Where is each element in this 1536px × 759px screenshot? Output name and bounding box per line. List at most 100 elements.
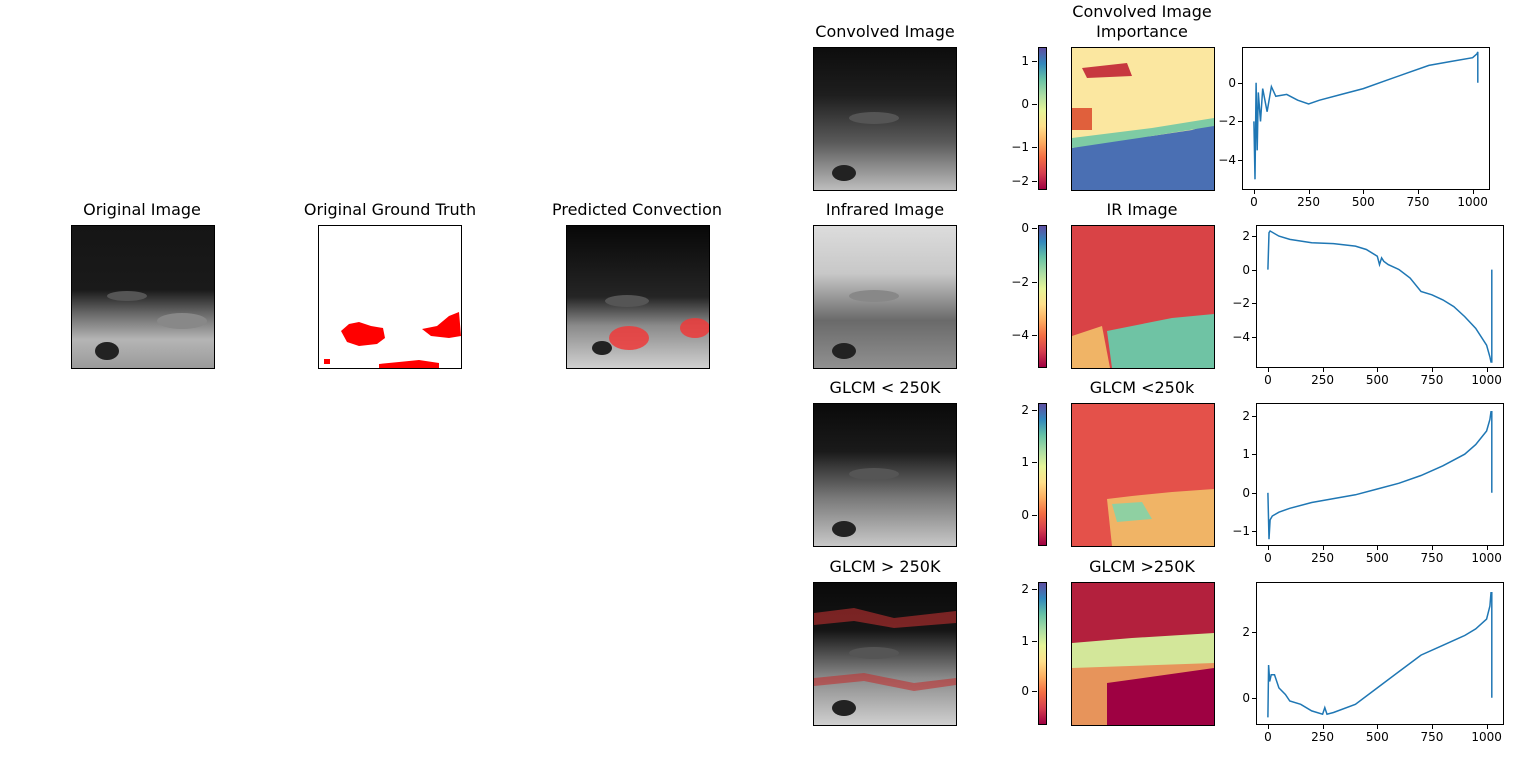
x-tick-label: 1000 — [1457, 195, 1488, 209]
x-tick-mark — [1486, 725, 1488, 729]
row-image — [814, 48, 956, 190]
line-plot — [1242, 47, 1490, 190]
row-image-title: Convolved Image — [815, 22, 955, 41]
colorbar-tick-mark — [1032, 589, 1037, 591]
colorbar-tick-label: 0 — [1021, 220, 1029, 235]
colorbar-tick-label: 1 — [1021, 54, 1029, 69]
row-image — [814, 583, 956, 725]
x-tick-label: 250 — [1311, 373, 1335, 387]
y-tick-mark — [1252, 632, 1256, 634]
row-image-panel — [813, 582, 957, 726]
x-tick-label: 500 — [1365, 373, 1389, 387]
colorbar-tick-mark — [1032, 282, 1037, 284]
x-tick-mark — [1267, 725, 1269, 729]
y-tick-mark — [1252, 492, 1256, 494]
x-tick-label: 500 — [1365, 730, 1389, 744]
line-plot-svg — [1267, 410, 1493, 540]
y-tick-mark — [1252, 415, 1256, 417]
y-tick-label: −1 — [1232, 524, 1250, 539]
colorbar-tick-label: −4 — [1011, 328, 1029, 343]
x-tick-label: 0 — [1264, 373, 1272, 387]
y-tick-mark — [1238, 121, 1242, 123]
row-importance-panel — [1071, 403, 1215, 547]
x-tick-mark — [1322, 368, 1324, 372]
y-tick-label: −2 — [1232, 296, 1250, 311]
x-tick-mark — [1267, 546, 1269, 550]
x-tick-mark — [1253, 190, 1255, 194]
colorbar-tick-label: 1 — [1021, 454, 1029, 469]
x-tick-label: 1000 — [1471, 730, 1502, 744]
row-importance-panel — [1071, 225, 1215, 369]
colorbar-tick-mark — [1032, 104, 1037, 106]
row-image-title: Infrared Image — [825, 200, 945, 219]
colorbar-tick-label: −2 — [1011, 275, 1029, 290]
row-importance-title: GLCM <250k — [1089, 378, 1195, 397]
row-importance-title: Convolved Image Importance — [1072, 2, 1212, 41]
ground-truth-title: Original Ground Truth — [303, 200, 477, 219]
y-tick-mark — [1252, 236, 1256, 238]
x-tick-mark — [1267, 368, 1269, 372]
y-tick-label: 0 — [1242, 262, 1250, 277]
y-tick-label: 2 — [1242, 229, 1250, 244]
x-tick-mark — [1486, 546, 1488, 550]
original-image-title: Original Image — [83, 200, 201, 219]
x-tick-mark — [1363, 190, 1365, 194]
line-plot — [1256, 403, 1504, 546]
original-image — [72, 226, 214, 368]
colorbar — [1038, 403, 1047, 546]
x-tick-label: 0 — [1264, 551, 1272, 565]
x-tick-label: 250 — [1311, 551, 1335, 565]
x-tick-mark — [1377, 368, 1379, 372]
y-tick-label: 2 — [1242, 625, 1250, 640]
x-tick-label: 0 — [1264, 730, 1272, 744]
colorbar-tick-mark — [1032, 147, 1037, 149]
row-importance-title: GLCM >250K — [1089, 557, 1195, 576]
row-image-title: GLCM > 250K — [829, 557, 941, 576]
y-tick-label: 0 — [1228, 75, 1236, 90]
y-tick-mark — [1252, 531, 1256, 533]
series-line — [1267, 592, 1493, 718]
y-tick-mark — [1252, 336, 1256, 338]
ground-truth-panel — [318, 225, 462, 369]
colorbar-tick-label: 0 — [1021, 507, 1029, 522]
colorbar-tick-label: −1 — [1011, 140, 1029, 155]
x-tick-mark — [1377, 546, 1379, 550]
series-line — [1267, 229, 1493, 363]
colorbar-tick-mark — [1032, 640, 1037, 642]
ground-truth-mask — [319, 226, 461, 368]
line-plot — [1256, 582, 1504, 725]
colorbar-tick-label: 2 — [1021, 582, 1029, 597]
x-tick-label: 500 — [1351, 195, 1375, 209]
y-tick-mark — [1252, 454, 1256, 456]
line-plot — [1256, 225, 1504, 368]
y-tick-mark — [1238, 82, 1242, 84]
y-tick-label: 0 — [1242, 690, 1250, 705]
x-tick-mark — [1417, 190, 1419, 194]
row-importance-map — [1072, 404, 1214, 546]
x-tick-mark — [1472, 190, 1474, 194]
colorbar-tick-mark — [1032, 514, 1037, 516]
colorbar-tick-mark — [1032, 690, 1037, 692]
original-image-panel — [71, 225, 215, 369]
y-tick-mark — [1252, 697, 1256, 699]
y-tick-label: 1 — [1242, 447, 1250, 462]
row-image-panel — [813, 403, 957, 547]
y-tick-label: 0 — [1242, 485, 1250, 500]
colorbar-tick-label: 0 — [1021, 97, 1029, 112]
x-tick-mark — [1322, 546, 1324, 550]
row-image-panel — [813, 47, 957, 191]
predicted-convection-panel — [566, 225, 710, 369]
y-tick-label: −4 — [1218, 153, 1236, 168]
x-tick-label: 250 — [1297, 195, 1321, 209]
line-plot-svg — [1267, 592, 1493, 718]
x-tick-mark — [1431, 368, 1433, 372]
y-tick-mark — [1252, 303, 1256, 305]
y-tick-mark — [1252, 269, 1256, 271]
x-tick-mark — [1486, 368, 1488, 372]
colorbar — [1038, 47, 1047, 190]
x-tick-label: 750 — [1420, 551, 1444, 565]
colorbar-tick-mark — [1032, 461, 1037, 463]
colorbar — [1038, 225, 1047, 368]
x-tick-mark — [1322, 725, 1324, 729]
colorbar-tick-mark — [1032, 227, 1037, 229]
